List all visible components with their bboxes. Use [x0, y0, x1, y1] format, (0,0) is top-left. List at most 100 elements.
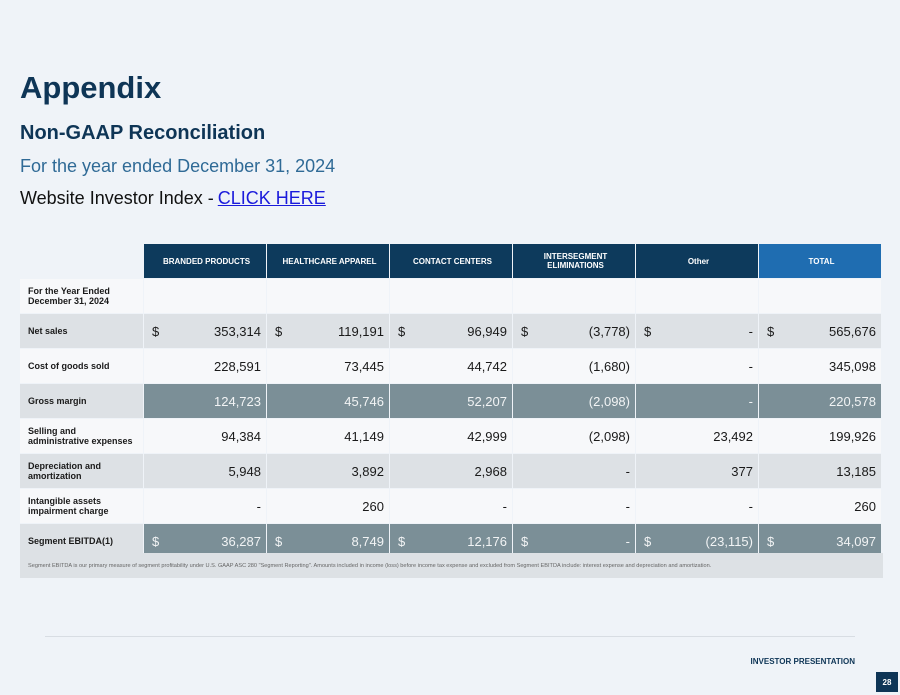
column-header: CONTACT CENTERS [389, 244, 512, 278]
footer-label: INVESTOR PRESENTATION [750, 657, 855, 666]
table-cell: $8,749 [266, 524, 389, 558]
index-text: Website Investor Index - [20, 188, 214, 208]
amount: - [748, 393, 753, 409]
amount: 94,384 [221, 428, 261, 444]
table-row: Depreciation and amortization 5,948 3,892 2… [20, 454, 883, 489]
amount: - [502, 498, 507, 514]
column-header: INTERSEGMENT ELIMINATIONS [512, 244, 635, 278]
empty-cell [389, 279, 512, 313]
page-number: 28 [876, 672, 898, 692]
table-cell: $ (23,115) [635, 524, 758, 558]
subtitle: Non-GAAP Reconciliation [20, 122, 266, 144]
table-cell: $353,314 [143, 314, 266, 348]
currency: $ [767, 323, 775, 339]
divider [45, 636, 855, 637]
row-label: Depreciation and amortization [20, 454, 143, 488]
currency: $ [275, 323, 283, 339]
amount: 41,149 [344, 428, 384, 444]
table-cell: 124,723 [143, 384, 266, 418]
table-cell: $ - [512, 524, 635, 558]
table-cell: $ (3,778) [512, 314, 635, 348]
table-cell: 41,149 [266, 419, 389, 453]
link[interactable]: CLICK HERE [217, 188, 326, 208]
table-cell: $565,676 [758, 314, 881, 348]
empty-cell [143, 279, 266, 313]
amount: 44,742 [467, 358, 507, 374]
table-cell: $96,949 [389, 314, 512, 348]
table-row: Intangible assets impairment charge - 260 -… [20, 489, 883, 524]
row-label: Segment EBITDA(1) [20, 524, 143, 558]
table-cell: 73,445 [266, 349, 389, 383]
table-cell: 2,968 [389, 454, 512, 488]
amount: 23,492 [713, 428, 753, 444]
period: For the year ended December 31, 2024 [20, 156, 336, 176]
table-cell: - [635, 489, 758, 523]
amount: - [625, 463, 630, 479]
table-cell: (2,098) [512, 384, 635, 418]
amount: 124,723 [214, 393, 261, 409]
amount: (2,098) [588, 428, 630, 444]
table-cell: 52,207 [389, 384, 512, 418]
amount: 36,287 [221, 533, 261, 549]
row-label: Cost of goods sold [20, 349, 143, 383]
table-cell: $119,191 [266, 314, 389, 348]
amount: 260 [854, 498, 876, 514]
amount: 353,314 [214, 323, 261, 339]
amount: - [625, 533, 630, 549]
amount: 260 [362, 498, 384, 514]
empty-cell [758, 279, 881, 313]
empty-cell [266, 279, 389, 313]
amount: 345,098 [829, 358, 876, 374]
corner [20, 244, 143, 278]
currency: $ [644, 533, 652, 549]
currency: $ [398, 533, 406, 549]
table-cell: 228,591 [143, 349, 266, 383]
column-header: HEALTHCARE APPAREL [266, 244, 389, 278]
row-label: Gross margin [20, 384, 143, 418]
column-header: TOTAL [758, 244, 881, 278]
header-row: BRANDED PRODUCTS HEALTHCARE APPAREL CONTAC… [20, 244, 883, 279]
table-cell: $34,097 [758, 524, 881, 558]
table-cell: 345,098 [758, 349, 881, 383]
amount: 52,207 [467, 393, 507, 409]
table-cell: (1,680) [512, 349, 635, 383]
table-cell: - [512, 454, 635, 488]
table-cell: 94,384 [143, 419, 266, 453]
table-row: Gross margin 124,723 45,746 52,207 (2,098) - 2… [20, 384, 883, 419]
table-row: Net sales $353,314 $119,191 $96,949 $ (3,778)… [20, 314, 883, 349]
amount: 3,892 [351, 463, 384, 479]
table-cell: 5,948 [143, 454, 266, 488]
row-label: Selling and administrative expenses [20, 419, 143, 453]
amount: 45,746 [344, 393, 384, 409]
table-cell: 44,742 [389, 349, 512, 383]
currency: $ [644, 323, 652, 339]
amount: 96,949 [467, 323, 507, 339]
table-cell: - [512, 489, 635, 523]
amount: 565,676 [829, 323, 876, 339]
table-row: Cost of goods sold 228,591 73,445 44,742 (1,… [20, 349, 883, 384]
table: BRANDED PRODUCTS HEALTHCARE APPAREL CONTAC… [20, 244, 883, 559]
table-cell: 377 [635, 454, 758, 488]
amount: - [625, 498, 630, 514]
title: Appendix [20, 70, 162, 105]
currency: $ [767, 533, 775, 549]
amount: (3,778) [588, 323, 630, 339]
table-cell: 3,892 [266, 454, 389, 488]
row-label: Intangible assets impairment charge [20, 489, 143, 523]
column-header: Other [635, 244, 758, 278]
amount: 377 [731, 463, 753, 479]
amount: (1,680) [588, 358, 630, 374]
table-cell: 260 [758, 489, 881, 523]
empty-cell [512, 279, 635, 313]
row-label: Net sales [20, 314, 143, 348]
table-cell: - [143, 489, 266, 523]
index-line: Website Investor Index - CLICK HERE [20, 188, 326, 209]
table-row: Selling and administrative expenses 94,38… [20, 419, 883, 454]
table-cell: - [635, 349, 758, 383]
table-cell: $ - [635, 314, 758, 348]
table-cell: 45,746 [266, 384, 389, 418]
amount: 2,968 [474, 463, 507, 479]
amount: - [748, 498, 753, 514]
